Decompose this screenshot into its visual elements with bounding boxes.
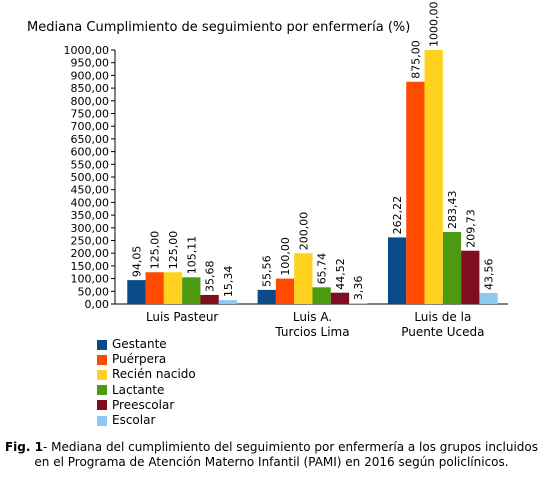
- bar: [200, 294, 219, 304]
- data-label: 1000,00: [428, 2, 441, 48]
- bar: [330, 292, 350, 304]
- data-label: 55,56: [261, 255, 274, 287]
- bar: [275, 278, 295, 304]
- category-label: Luis Pasteur: [146, 310, 218, 324]
- legend-swatch: [97, 354, 107, 365]
- bar: [424, 50, 443, 304]
- legend-item: Gestante: [97, 337, 196, 352]
- legend-label: Gestante: [112, 337, 167, 351]
- data-label: 283,43: [446, 191, 459, 230]
- chart-title: Mediana Cumplimiento de seguimiento por …: [27, 20, 411, 35]
- bar: [349, 303, 368, 304]
- bar: [387, 237, 407, 304]
- caption-text: - Mediana del cumplimiento del seguimien…: [34, 440, 539, 469]
- y-tick-label: 900,00: [71, 69, 110, 82]
- bar-chart: 0,0050,00100,00150,00200,00250,00300,003…: [64, 2, 508, 339]
- data-label: 262,22: [391, 196, 404, 235]
- data-label: 209,73: [464, 209, 477, 248]
- y-tick-label: 200,00: [71, 247, 110, 260]
- data-label: 43,56: [483, 258, 496, 290]
- y-tick-label: 150,00: [71, 260, 110, 273]
- bar: [163, 272, 183, 304]
- data-label: 875,00: [409, 40, 422, 79]
- caption-label: Fig. 1: [4, 440, 43, 454]
- y-tick-label: 100,00: [71, 273, 110, 286]
- y-tick-label: 650,00: [71, 133, 110, 146]
- data-label: 3,36: [352, 276, 365, 301]
- y-tick-label: 0,00: [85, 298, 110, 311]
- data-label: 200,00: [297, 212, 310, 251]
- data-label: 65,74: [316, 253, 329, 285]
- legend-label: Lactante: [112, 382, 165, 397]
- category-label: Turcios Lima: [274, 325, 349, 339]
- y-tick-label: 600,00: [71, 146, 110, 159]
- bar: [257, 289, 276, 304]
- legend-swatch: [97, 339, 107, 350]
- data-label: 44,52: [334, 258, 347, 290]
- data-label: 100,00: [279, 237, 292, 276]
- y-tick-label: 950,00: [71, 57, 110, 70]
- y-tick-label: 1000,00: [64, 44, 110, 57]
- bar: [312, 287, 331, 304]
- legend-label: Puérpera: [112, 352, 167, 367]
- legend-swatch: [97, 369, 107, 380]
- data-label: 15,34: [222, 266, 235, 298]
- y-tick-label: 400,00: [71, 196, 110, 209]
- y-tick-label: 850,00: [71, 82, 110, 95]
- category-label: Luis A.: [293, 310, 332, 324]
- y-tick-label: 250,00: [71, 235, 110, 248]
- y-tick-label: 450,00: [71, 184, 110, 197]
- bar: [127, 280, 146, 304]
- bar: [294, 253, 313, 304]
- legend-item: Lactante: [97, 383, 196, 398]
- legend-swatch: [97, 415, 107, 426]
- category-label: Puente Uceda: [401, 325, 484, 339]
- legend-label: Escolar: [112, 412, 156, 427]
- y-tick-label: 800,00: [71, 95, 110, 108]
- bar: [461, 250, 480, 304]
- bar: [479, 292, 498, 304]
- data-label: 94,05: [130, 246, 143, 278]
- data-label: 125,00: [167, 231, 180, 270]
- data-label: 35,68: [204, 260, 217, 292]
- legend-swatch: [97, 385, 107, 396]
- bar: [406, 81, 425, 304]
- figure-caption: Fig. 1- Mediana del cumplimiento del seg…: [4, 440, 539, 470]
- category-label: Luis de la: [414, 310, 471, 324]
- y-tick-label: 550,00: [71, 158, 110, 171]
- legend-item: Recién nacido: [97, 367, 196, 382]
- legend-item: Preescolar: [97, 398, 196, 413]
- y-tick-label: 300,00: [71, 222, 110, 235]
- y-tick-label: 750,00: [71, 108, 110, 121]
- bar: [218, 300, 238, 304]
- bar: [145, 272, 164, 304]
- bar: [442, 232, 462, 304]
- legend-label: Recién nacido: [112, 367, 196, 382]
- legend-item: Puérpera: [97, 352, 196, 367]
- y-tick-label: 50,00: [78, 285, 110, 298]
- data-label: 125,00: [149, 231, 162, 270]
- legend-swatch: [97, 400, 107, 411]
- bar: [182, 277, 201, 304]
- data-label: 105,11: [185, 236, 198, 275]
- legend: Gestante Puérpera Recién nacido Lactante Pre…: [97, 337, 196, 428]
- y-tick-label: 700,00: [71, 120, 110, 133]
- legend-item: Escolar: [97, 413, 196, 428]
- legend-label: Preescolar: [112, 397, 175, 412]
- y-tick-label: 350,00: [71, 209, 110, 222]
- y-tick-label: 500,00: [71, 171, 110, 184]
